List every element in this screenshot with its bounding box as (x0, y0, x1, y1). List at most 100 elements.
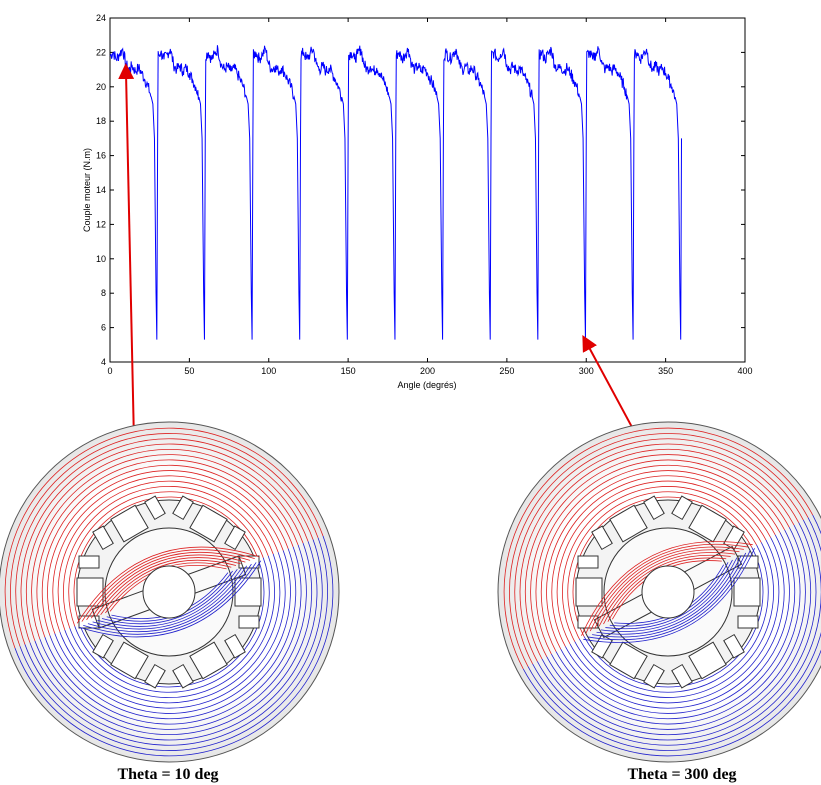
y-tick-label: 6 (101, 323, 106, 333)
flux-line-south (546, 527, 806, 730)
stator-slot (688, 504, 727, 543)
winding-coil (92, 633, 114, 659)
winding-coil (671, 495, 693, 521)
rotor-flux-north (81, 549, 255, 622)
x-tick-label: 0 (107, 366, 112, 376)
flux-line-south (74, 557, 270, 693)
y-tick-label: 8 (101, 288, 106, 298)
x-tick-label: 250 (499, 366, 514, 376)
flux-line-north (25, 448, 304, 641)
rotor-flux-north (603, 554, 731, 625)
rotor-flux-north (100, 559, 237, 615)
stator-slot (189, 641, 228, 680)
flux-line-south (579, 544, 769, 693)
y-tick-label: 24 (96, 13, 106, 23)
rotor-flux-south (101, 569, 238, 625)
stator-teeth (76, 495, 262, 689)
rotor-flux-south (97, 567, 243, 627)
annotation-arrow-theta-10 (118, 63, 135, 443)
flux-line-north (535, 459, 785, 655)
flux-line-south (569, 539, 780, 704)
annotation-arrow-theta-300 (582, 334, 641, 443)
winding-coil (643, 495, 665, 521)
rotor-flux-south (605, 559, 733, 630)
flux-line-south (29, 541, 318, 741)
winding-coil (643, 663, 665, 689)
flux-line-north (73, 496, 259, 625)
y-tick-label: 12 (96, 219, 106, 229)
rotor-flux-north (86, 551, 251, 621)
flux-line-north (31, 454, 299, 640)
flux-line-north (524, 448, 795, 660)
y-tick-label: 4 (101, 357, 106, 367)
winding-coil (92, 525, 114, 551)
flux-line-south (44, 546, 302, 725)
flux-line-north (52, 475, 279, 632)
x-tick-label: 100 (261, 366, 276, 376)
torque-chart: 0 50 100 150 200 250 300 350 400 4 6 8 10 12 14 16 18 20… (82, 13, 753, 390)
flux-line-north (20, 443, 309, 643)
y-axis-title: Couple moteur (N.m) (82, 148, 92, 232)
y-axis-ticks: 4 6 8 10 12 14 16 18 20 22 24 (96, 13, 745, 367)
flux-line-north (562, 486, 762, 642)
flux-line-south (24, 539, 323, 746)
flux-line-south (555, 532, 796, 720)
rotor-flux-north (95, 557, 241, 617)
flux-line-south (532, 519, 821, 746)
rotor-flux-south (592, 552, 747, 638)
winding-coil (144, 663, 166, 689)
rotor-flux-south (583, 548, 755, 643)
flux-line-south (49, 548, 297, 720)
flux-line-north (36, 459, 294, 638)
flux-line-north (10, 433, 319, 647)
x-tick-label: 350 (658, 366, 673, 376)
y-tick-label: 22 (96, 47, 106, 57)
x-tick-label: 300 (579, 366, 594, 376)
stator-slot (575, 577, 603, 607)
flux-line-north (519, 443, 800, 662)
winding-coil (577, 555, 599, 569)
rotor-flux-north (76, 546, 260, 624)
rotor-flux-north (594, 549, 740, 629)
stator-slot (110, 504, 149, 543)
rotor-flux-north (585, 543, 749, 634)
flux-line-south (69, 555, 275, 698)
shaft (641, 565, 695, 619)
winding-coil (172, 663, 194, 689)
stator-slot (609, 504, 648, 543)
winding-coil (671, 663, 693, 689)
flux-line-north (63, 486, 269, 629)
winding-coil (723, 633, 745, 659)
x-tick-label: 200 (420, 366, 435, 376)
y-tick-label: 16 (96, 151, 106, 161)
stator-slot (76, 577, 104, 607)
flux-line-north (57, 480, 274, 631)
flux-line-south (79, 559, 265, 688)
flux-line-south (19, 537, 328, 751)
rotor-flux-north (598, 552, 736, 627)
winding-coil (723, 525, 745, 551)
flux-line-north (41, 464, 289, 636)
x-tick-label: 150 (341, 366, 356, 376)
flux-line-north (567, 491, 757, 640)
flux-line-south (551, 529, 801, 725)
flux-line-south (565, 537, 785, 709)
stator-slot (688, 641, 727, 680)
flux-line-north (503, 427, 814, 670)
flux-line-south (527, 517, 821, 751)
rotor-flux-south (596, 555, 742, 635)
winding-coil (144, 495, 166, 521)
rotor-flux-north (581, 541, 753, 636)
flux-line-north (546, 470, 776, 650)
flux-line-north (68, 491, 264, 627)
winding-coil (224, 633, 246, 659)
y-tick-label: 18 (96, 116, 106, 126)
winding-coil (737, 615, 759, 629)
x-axis-ticks: 0 50 100 150 200 250 300 350 400 (107, 18, 753, 376)
stator-slot (733, 577, 761, 607)
motor-cross-section-theta-10 (0, 421, 340, 763)
flux-line-south (536, 522, 817, 741)
motor-cross-section-theta-300 (497, 421, 821, 763)
stator-slot (609, 641, 648, 680)
rotor-flux-south (78, 560, 262, 638)
